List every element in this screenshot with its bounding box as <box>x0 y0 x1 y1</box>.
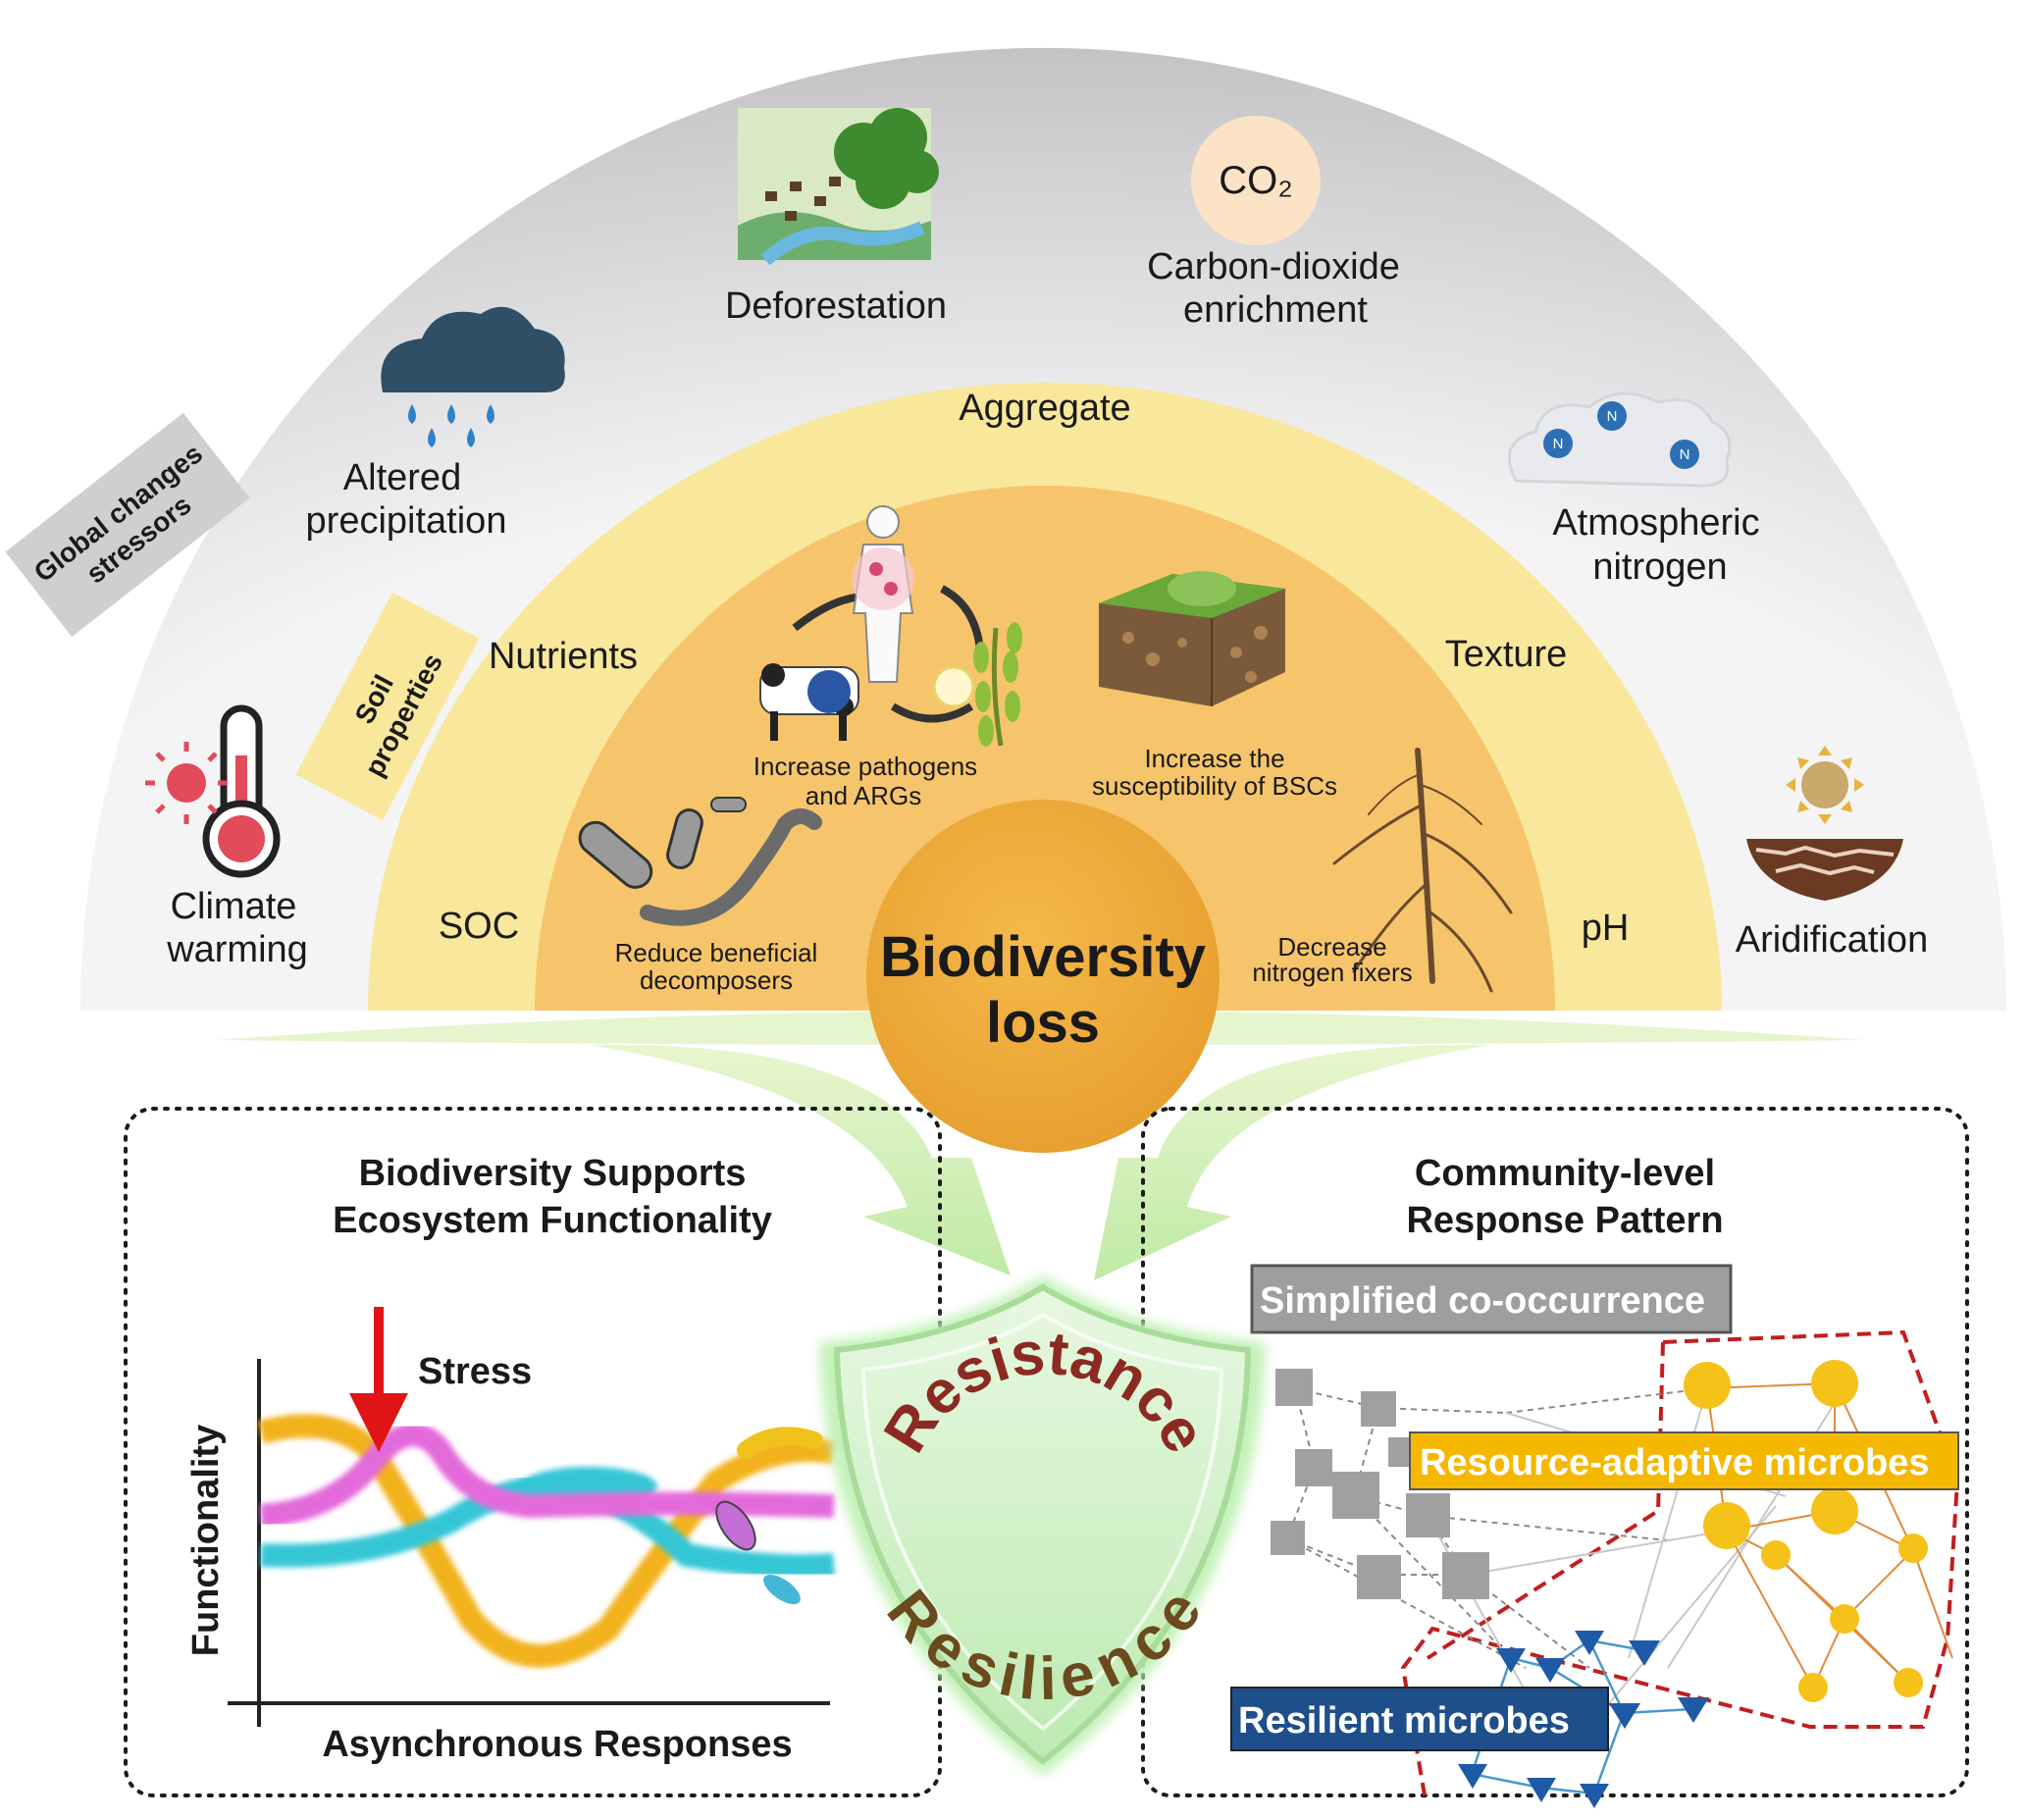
bscs-line1: Increase the <box>1144 744 1284 773</box>
right-panel-title-line1: Community-level <box>1415 1153 1715 1194</box>
co2-label-line2: enrichment <box>1183 289 1368 331</box>
resource-region-outline <box>1400 1329 1960 1796</box>
biodiversity-loss-line1: Biodiversity <box>880 925 1206 989</box>
altered-precipitation-line1: Altered <box>343 457 461 498</box>
rain-cloud-icon <box>381 306 565 447</box>
pathogens-line2: and ARGs <box>805 781 922 810</box>
soil-properties-tag: Soil properties <box>295 592 480 821</box>
climate-warming-line1: Climate <box>171 886 297 927</box>
inner-ring-shape <box>535 486 1555 1011</box>
co-occurrence-network <box>1271 1329 1960 1808</box>
response-curves <box>257 1414 836 1668</box>
resilient-microbes-label: Resilient microbes <box>1238 1700 1570 1742</box>
one-health-cycle-icon <box>759 505 1022 747</box>
nutrients-label: Nutrients <box>489 636 638 677</box>
soil-crust-cube-icon <box>1099 571 1285 706</box>
simplified-co-occurrence-box <box>1250 1264 1733 1334</box>
soc-label: SOC <box>439 906 519 947</box>
y-axis-label: Functionality <box>185 1425 227 1656</box>
atmospheric-nitrogen-line1: Atmospheric <box>1552 502 1759 544</box>
texture-label: Texture <box>1445 634 1568 675</box>
nitrogen-cloud-icon: N N N <box>1507 391 1732 488</box>
left-panel-title-line2: Ecosystem Functionality <box>333 1200 772 1241</box>
deforestation-label: Deforestation <box>725 286 947 327</box>
nitrogen-atom-3: N <box>1680 446 1690 463</box>
simplified-co-occurrence-label: Simplified co-occurrence <box>1260 1280 1705 1322</box>
nitrogen-atom-1: N <box>1553 436 1564 452</box>
sun-icon <box>145 742 228 824</box>
bscs-line2: susceptibility of BSCs <box>1092 771 1337 801</box>
biodiversity-loss-line2: loss <box>986 991 1100 1055</box>
shield-body <box>833 1283 1252 1765</box>
climate-warming-line2: warming <box>166 929 308 970</box>
resilient-microbes-box <box>1230 1687 1609 1751</box>
resource-adaptive-label: Resource-adaptive microbes <box>1420 1442 1930 1483</box>
atmospheric-nitrogen-line2: nitrogen <box>1592 546 1727 588</box>
aridification-label: Aridification <box>1736 919 1928 961</box>
fixers-line1: Decrease <box>1277 932 1386 962</box>
pathogens-line1: Increase pathogens <box>753 752 977 781</box>
ph-label: pH <box>1582 908 1630 949</box>
magenta-curve <box>260 1423 835 1528</box>
decomposers-line2: decomposers <box>640 965 793 995</box>
fixers-line2: nitrogen fixers <box>1252 958 1412 987</box>
x-axis-label: Asynchronous Responses <box>322 1724 792 1765</box>
right-panel-title-line2: Response Pattern <box>1406 1200 1723 1241</box>
magenta-bacterium <box>715 1500 756 1551</box>
left-green-arrow <box>589 1044 1011 1275</box>
dry-soil-sun-icon <box>1746 746 1903 901</box>
nitrogen-atom-2: N <box>1607 408 1618 425</box>
co2-label-line1: Carbon-dioxide <box>1147 246 1400 287</box>
co2-bubble <box>1191 116 1321 245</box>
biodiversity-loss-circle <box>866 800 1220 1153</box>
decomposer-bacteria-icon <box>578 797 822 926</box>
thermometer-icon <box>202 704 281 878</box>
left-panel-title-line1: Biodiversity Supports <box>359 1153 747 1194</box>
roots-icon <box>1332 748 1513 993</box>
altered-precipitation-line2: precipitation <box>306 500 507 542</box>
yellow-bacterium <box>737 1427 823 1459</box>
aggregate-label: Aggregate <box>959 388 1130 429</box>
shield-icon <box>819 1275 1266 1776</box>
co2-symbol: CO₂ <box>1219 159 1293 202</box>
stress-label: Stress <box>418 1351 532 1392</box>
cyan-bacterium <box>763 1574 801 1605</box>
decomposers-line1: Reduce beneficial <box>615 938 818 967</box>
right-green-arrow <box>1094 1044 1491 1280</box>
resource-adaptive-box <box>1409 1431 1959 1490</box>
deforestation-icon <box>738 108 939 266</box>
